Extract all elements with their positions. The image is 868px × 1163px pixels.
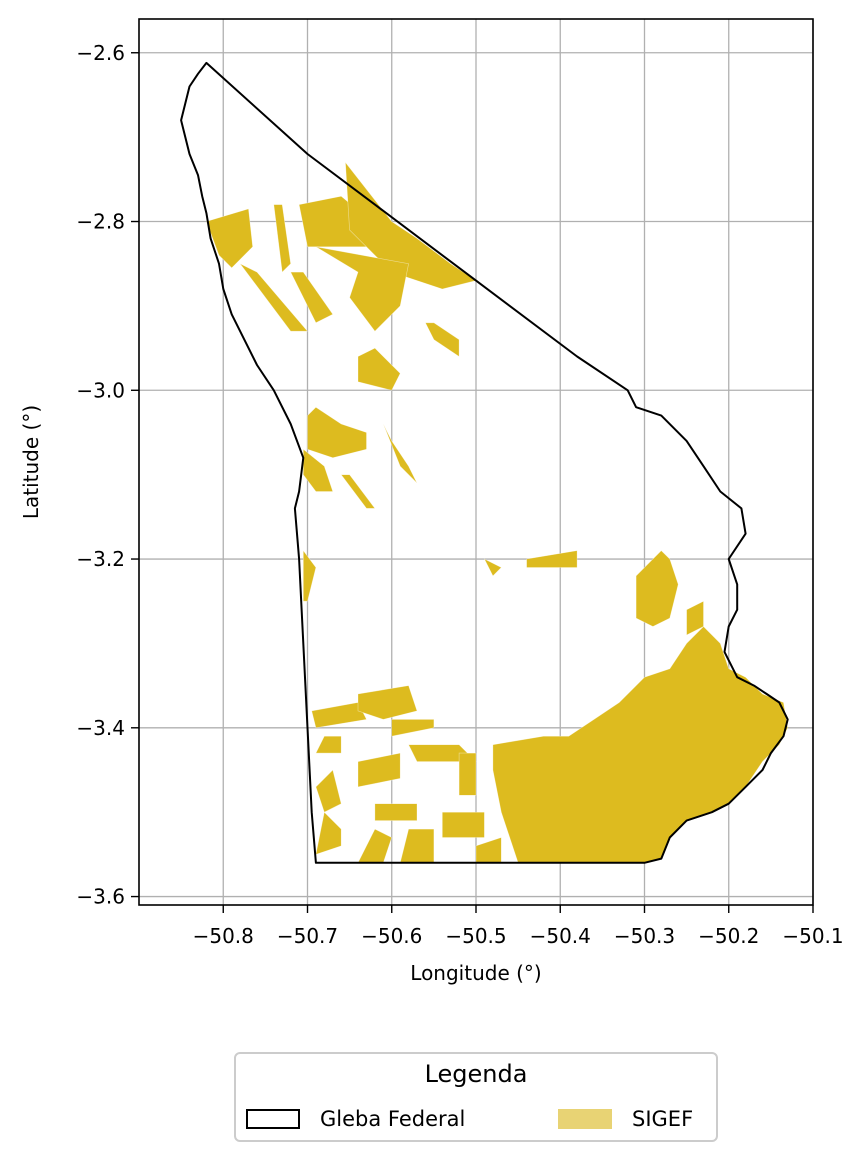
y-tick-label: −3.4 [76,716,125,740]
sigef-parcel [492,626,789,864]
sigef-parcel [357,828,393,864]
gleba-layer [180,61,789,864]
sigef-parcel [391,719,435,737]
sigef-parcel [302,448,334,492]
x-tick-label: −50.8 [193,924,254,948]
x-tick-label: −50.2 [698,924,759,948]
sigef-parcel [357,685,418,720]
sigef-parcel [273,204,292,273]
x-tick-label: −50.4 [530,924,591,948]
x-axis-title: Longitude (°) [410,961,541,985]
sigef-layer [206,161,789,864]
legend-label-gleba-federal: Gleba Federal [320,1107,466,1131]
sigef-parcel [357,752,401,788]
sigef-parcel [374,803,418,821]
sigef-parcel [458,752,477,796]
legend-entry-gleba-federal: Gleba Federal [246,1106,465,1132]
sigef-parcel [526,550,578,568]
y-tick-label: −3.2 [76,547,125,571]
legend-swatch-gleba-federal [246,1109,300,1129]
sigef-parcel [315,811,342,855]
y-tick-label: −3.6 [76,885,125,909]
sigef-parcel [239,263,309,332]
legend-swatch-sigef [558,1109,612,1129]
ticks-layer: −50.8 −50.7 −50.6 −50.5 −50.4 −50.3 −50.2 −50.1… [76,41,843,948]
sigef-parcel [399,828,435,864]
sigef-parcel [441,811,485,838]
y-tick-label: −2.8 [76,210,125,234]
sigef-parcel [315,246,409,332]
legend-title: Legenda [424,1060,528,1088]
sigef-parcel [483,558,502,577]
y-tick-label: −3.0 [76,378,125,402]
legend-label-sigef: SIGEF [632,1107,694,1131]
x-tick-label: −50.6 [361,924,422,948]
x-tick-label: −50.5 [445,924,506,948]
sigef-parcel [290,271,334,324]
x-tick-label: −50.7 [277,924,338,948]
y-tick-label: −2.6 [76,41,125,65]
sigef-parcel [315,769,342,813]
sigef-parcel [206,208,254,269]
x-tick-label: −50.1 [782,924,843,948]
sigef-parcel [475,837,502,864]
sigef-parcel [315,735,342,754]
gleba-federal-boundary [180,61,789,864]
legend-entry-sigef: SIGEF [558,1106,693,1132]
sigef-parcel [357,347,401,391]
sigef-parcel [307,406,367,459]
sigef-parcel [635,550,679,627]
sigef-parcel [340,474,376,509]
y-axis-title: Latitude (°) [19,405,43,519]
sigef-parcel [383,423,418,484]
sigef-parcel [302,549,317,602]
sigef-parcel [311,702,367,729]
legend: Legenda Gleba Federal SIGEF [234,1052,718,1142]
x-tick-label: −50.3 [614,924,675,948]
map-figure: −50.8 −50.7 −50.6 −50.5 −50.4 −50.3 −50.2 −50.1… [19,18,844,985]
sigef-parcel [424,322,460,358]
